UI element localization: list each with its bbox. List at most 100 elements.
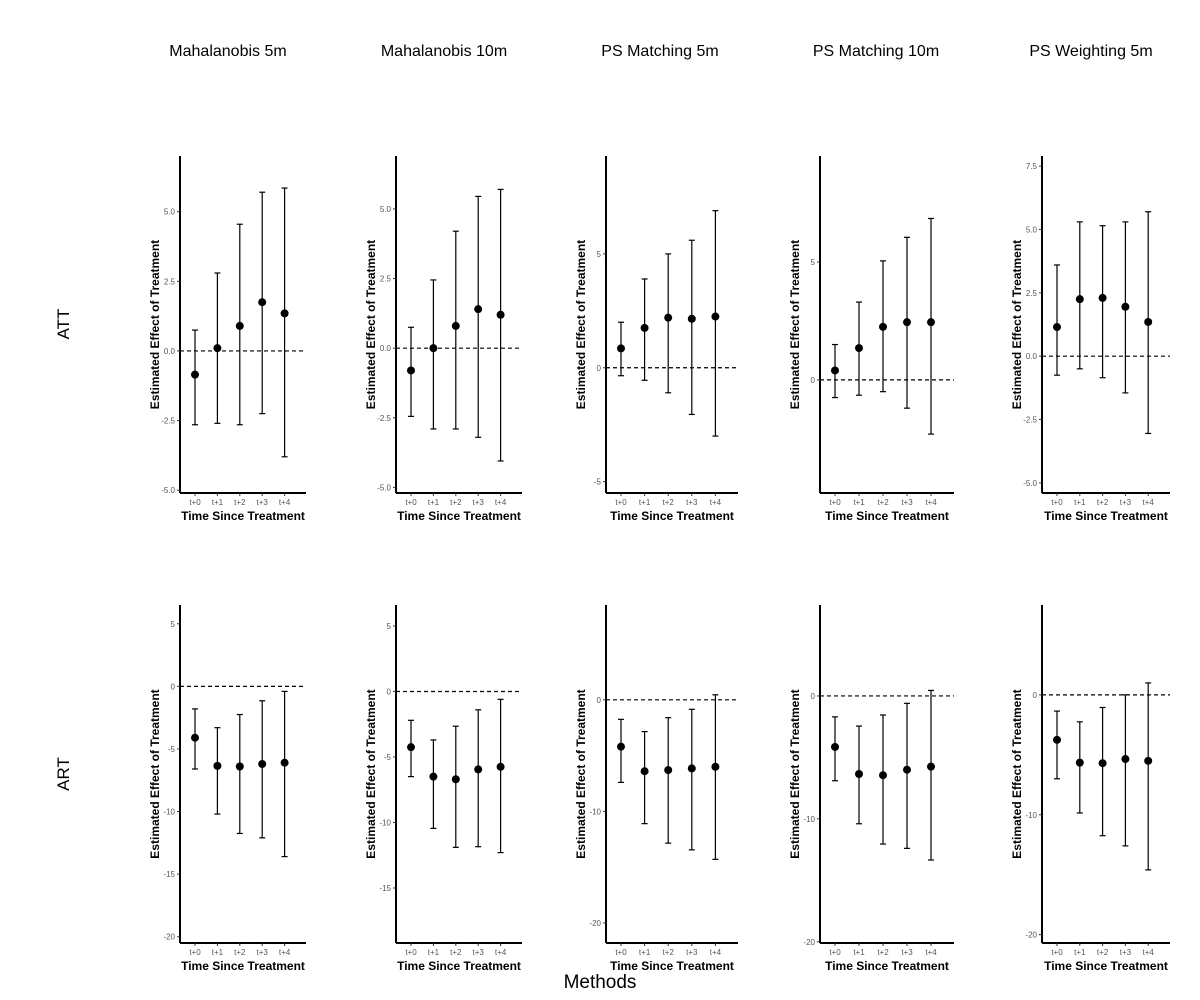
point-estimate [1098,759,1107,768]
point-estimate [429,772,438,781]
x-tick-label: t+1 [1074,948,1086,957]
point-estimate [258,298,267,307]
point-estimate [711,762,720,771]
x-tick-label: t+4 [1143,948,1155,957]
point-estimate [280,758,289,767]
y-tick-label: 2.5 [164,277,176,286]
x-tick-label: t+3 [257,498,269,507]
point-estimate [407,366,415,375]
x-tick-label: t+2 [663,948,675,957]
y-axis-label: Estimated Effect of Treatment [788,689,802,858]
x-tick-label: t+4 [925,498,937,507]
panel-art-2: -20 -10 0 t+0 t+1 t+2 t+3 t+4 Time Since Treatme… [574,605,738,973]
y-axis-label: Estimated Effect of Treatment [1010,240,1024,409]
y-tick-label: 5.0 [1026,225,1038,234]
point-estimate [617,344,625,353]
x-tick-label: t+4 [279,498,291,507]
point-estimate [664,313,673,322]
point-estimate [280,309,289,318]
point-estimate [1075,758,1084,767]
x-tick-label: t+3 [686,948,698,957]
y-tick-label: -10 [1025,811,1037,820]
x-tick-label: t+3 [473,948,485,957]
y-tick-label: 5.0 [164,208,176,217]
point-estimate [451,775,460,784]
x-axis-label: Time Since Treatment [397,509,521,523]
point-estimate [687,764,696,773]
x-tick-label: t+3 [473,498,485,507]
y-tick-label: 0 [811,692,816,701]
y-tick-label: -5.0 [377,483,391,492]
x-axis-label: Time Since Treatment [610,509,734,523]
y-axis-label: Estimated Effect of Treatment [148,689,162,858]
x-tick-label: t+2 [450,948,462,957]
point-estimate [831,742,839,751]
y-axis-label: Estimated Effect of Treatment [364,240,378,409]
y-tick-label: 5 [387,622,392,631]
point-estimate [879,771,887,780]
point-estimate [1075,295,1084,304]
row-title-att: ATT [54,309,73,340]
point-estimate [903,765,911,774]
panel-att-2: -5 0 5 t+0 t+1 t+2 t+3 t+4 Time Since Treatment E… [574,156,738,523]
x-tick-label: t+2 [450,498,462,507]
x-axis-label: Time Since Treatment [1044,509,1168,523]
point-estimate [1144,756,1153,765]
point-estimate [258,759,267,768]
y-axis-label: Estimated Effect of Treatment [788,240,802,409]
column-title-ps-matching-5m: PS Matching 5m [601,43,718,60]
y-tick-label: 7.5 [1026,162,1038,171]
x-tick-label: t+4 [495,948,507,957]
x-tick-label: t+1 [428,498,440,507]
x-tick-label: t+0 [829,498,841,507]
point-estimate [640,767,649,776]
point-estimate [855,344,863,353]
panels-group: -5.0 -2.5 0.0 2.5 5.0 t+0 t+1 t+2 t+3 t+4 Time Sin… [148,156,1170,973]
point-estimate [429,344,438,353]
point-estimate [407,743,415,752]
y-tick-label: -10 [379,818,391,827]
x-tick-label: t+0 [189,498,201,507]
y-tick-label: 0 [811,376,816,385]
x-tick-label: t+3 [686,498,698,507]
x-tick-label: t+0 [189,948,201,957]
point-estimate [831,366,839,375]
y-tick-label: -20 [1025,931,1037,940]
point-estimate [213,344,222,353]
x-tick-label: t+2 [877,498,889,507]
panel-att-4: -5.0 -2.5 0.0 2.5 5.0 7.5 t+0 t+1 t+2 t+3 t+4 Time … [1010,156,1170,523]
column-title-ps-weighting-5m: PS Weighting 5m [1029,43,1152,60]
y-tick-label: -5 [168,745,176,754]
y-axis-label: Estimated Effect of Treatment [574,240,588,409]
point-estimate [1053,323,1061,332]
x-axis-label: Time Since Treatment [181,959,305,973]
y-tick-label: -5.0 [1023,479,1037,488]
x-tick-label: t+1 [212,498,224,507]
y-axis-label: Estimated Effect of Treatment [1010,689,1024,858]
y-tick-label: -2.5 [161,417,175,426]
x-tick-label: t+1 [853,948,865,957]
x-tick-label: t+1 [212,948,224,957]
x-tick-label: t+0 [405,498,417,507]
figure-x-label: Methods [564,972,637,993]
y-tick-label: -2.5 [1023,416,1037,425]
column-title-mahalanobis-5m: Mahalanobis 5m [169,43,286,60]
point-estimate [496,310,505,319]
x-tick-label: t+3 [901,498,913,507]
x-axis-label: Time Since Treatment [181,509,305,523]
x-tick-label: t+3 [901,948,913,957]
point-estimate [879,322,887,331]
x-tick-label: t+2 [1097,948,1109,957]
point-estimate [191,733,199,742]
y-tick-label: -20 [803,938,815,947]
column-title-mahalanobis-10m: Mahalanobis 10m [381,43,507,60]
x-tick-label: t+4 [710,498,722,507]
point-estimate [903,318,911,327]
x-tick-label: t+4 [710,948,722,957]
panel-art-0: -20 -15 -10 -5 0 5 t+0 t+1 t+2 t+3 t+4 Time Since T… [148,605,306,973]
x-tick-label: t+3 [257,948,269,957]
point-estimate [640,323,649,332]
y-tick-label: -2.5 [377,414,391,423]
x-axis-label: Time Since Treatment [825,509,949,523]
point-estimate [1121,755,1130,764]
